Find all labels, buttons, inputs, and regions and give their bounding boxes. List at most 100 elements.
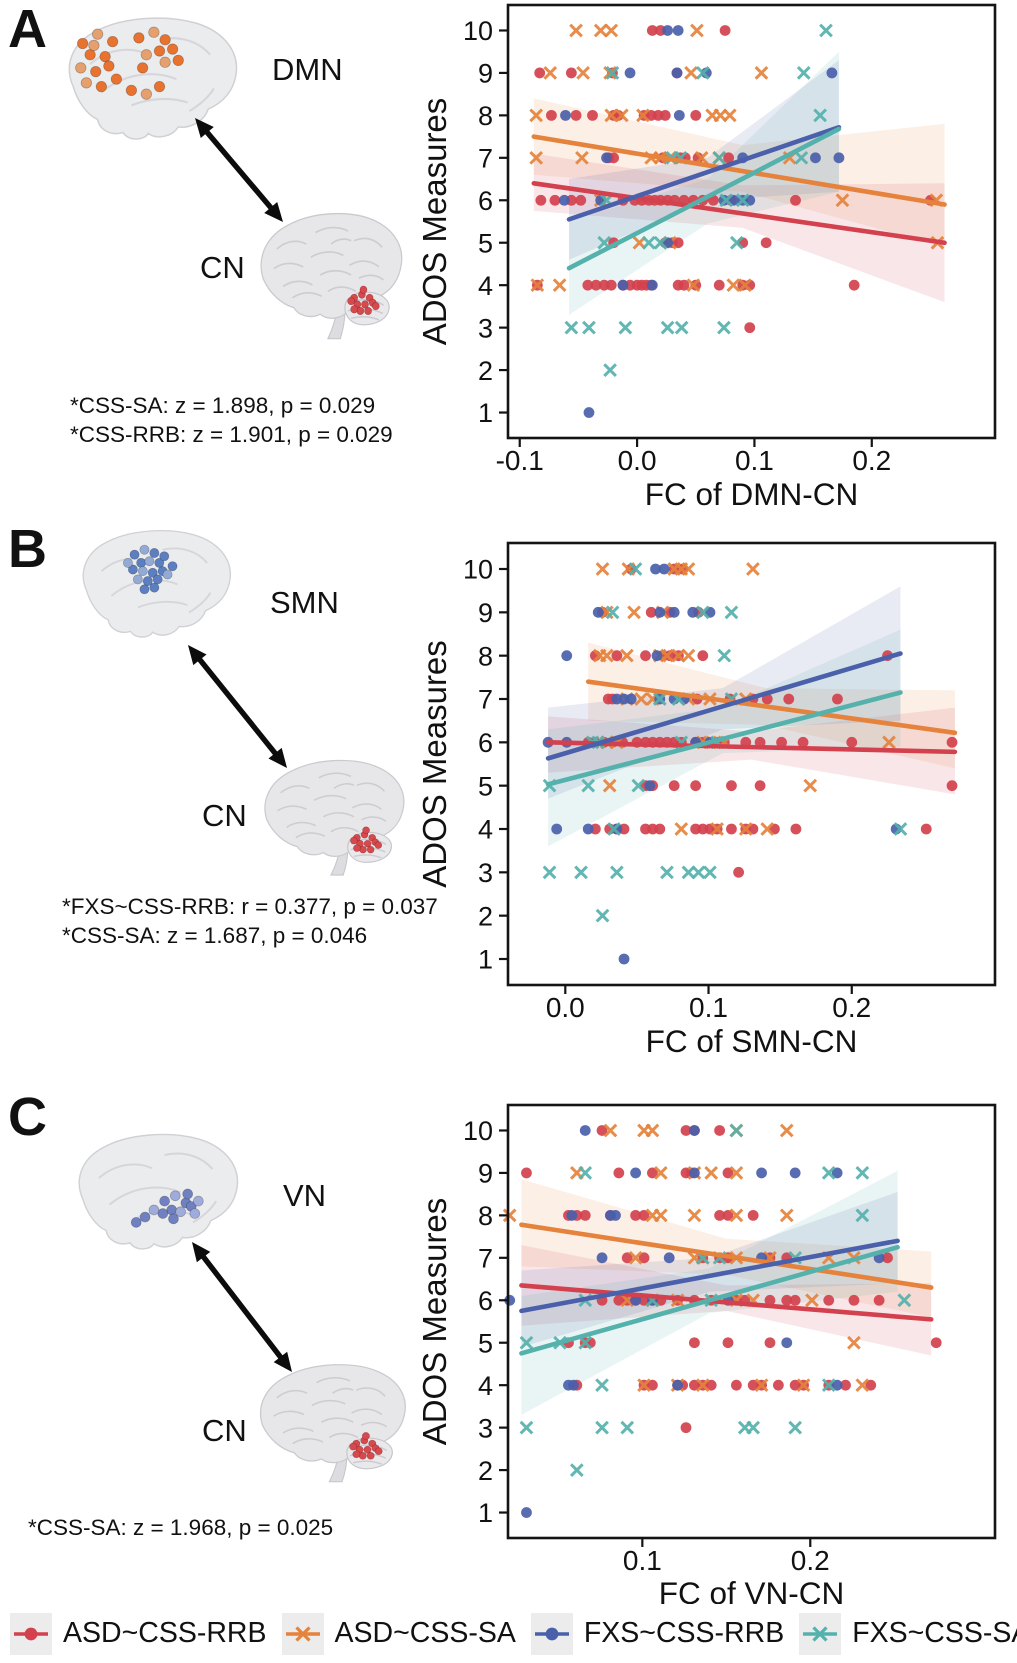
network-node [139, 584, 150, 595]
data-point [672, 1379, 684, 1391]
plot-frame [506, 541, 997, 987]
data-point [543, 66, 558, 80]
data-point [614, 108, 629, 123]
x-tick-label: 0.1 [623, 1545, 662, 1576]
cn-node [350, 836, 358, 845]
data-point [718, 194, 730, 206]
data-point [729, 1123, 744, 1138]
data-point [658, 563, 670, 575]
data-point [823, 1294, 835, 1306]
data-point [551, 823, 563, 835]
network-node [132, 574, 143, 585]
data-point [738, 822, 753, 836]
scatter-plot-dmn-cn: 1 2 3 4 5 6 7 8 9 10 -0.1 0.0 0.1 0.2FC of DMN-CN ADOS… [420, 3, 997, 512]
y-tick-label: 1 [478, 1498, 493, 1528]
data-point [603, 1123, 618, 1138]
data-point [569, 23, 583, 38]
data-point [654, 606, 666, 618]
data-point [660, 648, 674, 663]
data-point [833, 152, 845, 164]
network-label-smn: SMN [270, 585, 339, 620]
data-point [855, 1208, 870, 1223]
double-arrow-icon [192, 1242, 292, 1372]
data-point [579, 1125, 591, 1136]
data-point [502, 1208, 517, 1223]
y-tick-label: 4 [478, 271, 493, 301]
y-tick-label: 2 [478, 901, 493, 931]
network-node [152, 574, 163, 585]
data-point [893, 822, 908, 836]
data-point [697, 650, 709, 662]
y-tick-label: 9 [478, 1159, 493, 1189]
y-tick-label: 4 [478, 1371, 493, 1401]
data-point [519, 1335, 534, 1350]
stats-line: *CSS-SA: z = 1.898, p = 0.029 [70, 393, 376, 418]
data-point [651, 650, 663, 662]
network-node [137, 566, 148, 577]
data-point [723, 152, 735, 164]
network-node [189, 1208, 201, 1219]
data-point [840, 1379, 851, 1391]
confidence-band [521, 1170, 898, 1415]
data-point [521, 1507, 532, 1518]
data-point [610, 1209, 621, 1221]
data-point [613, 1294, 625, 1306]
data-point [638, 1252, 650, 1264]
data-point [618, 953, 630, 965]
data-point [717, 648, 732, 663]
confidence-band [521, 1192, 898, 1347]
data-point [790, 194, 801, 206]
data-point [832, 693, 843, 705]
y-tick-label: 7 [478, 685, 493, 715]
data-point [659, 109, 671, 121]
network-node [88, 39, 100, 52]
data-point [783, 693, 795, 705]
data-point [672, 237, 684, 249]
data-point [930, 1337, 942, 1349]
legend-label: FXS~CSS-RRB [583, 1617, 785, 1649]
network-node [75, 62, 87, 74]
data-point [576, 66, 590, 80]
network-node [139, 1211, 151, 1223]
data-point [596, 1125, 608, 1136]
data-point [599, 648, 614, 663]
network-node [159, 551, 170, 562]
network-node [142, 576, 153, 587]
regression-line [566, 126, 842, 271]
network-node [127, 564, 138, 575]
network-node [169, 1190, 181, 1202]
data-point [624, 67, 636, 79]
data-point [687, 1208, 702, 1223]
data-point [772, 1379, 784, 1391]
data-point [781, 1294, 793, 1306]
data-point [726, 780, 737, 792]
data-point [754, 66, 769, 80]
data-point [529, 108, 544, 123]
y-tick-label: 8 [478, 641, 493, 671]
data-point [652, 692, 667, 706]
x-tick-label: 0.2 [852, 445, 891, 476]
data-point [674, 320, 689, 335]
y-tick-label: 9 [478, 598, 493, 628]
y-tick-label: 6 [478, 186, 493, 216]
data-point [831, 1167, 843, 1179]
data-point [596, 1252, 608, 1264]
network-node [95, 81, 108, 93]
network-node [157, 1208, 169, 1219]
data-point [595, 1420, 609, 1435]
network-node [76, 37, 89, 50]
y-axis-label: ADOS Measures [420, 98, 453, 346]
data-point [760, 237, 772, 249]
regression-line [545, 740, 958, 755]
stats-line: *CSS-SA: z = 1.687, p = 0.046 [62, 923, 368, 948]
data-point [546, 109, 557, 121]
data-point [865, 1379, 877, 1391]
network-node [110, 73, 123, 85]
data-point [821, 1166, 836, 1180]
data-point [703, 865, 717, 880]
network-node [166, 1204, 178, 1216]
cn-node [366, 845, 375, 854]
x-axis-label: FC of DMN-CN [645, 476, 859, 512]
data-point [644, 780, 656, 792]
network-node [149, 548, 160, 558]
